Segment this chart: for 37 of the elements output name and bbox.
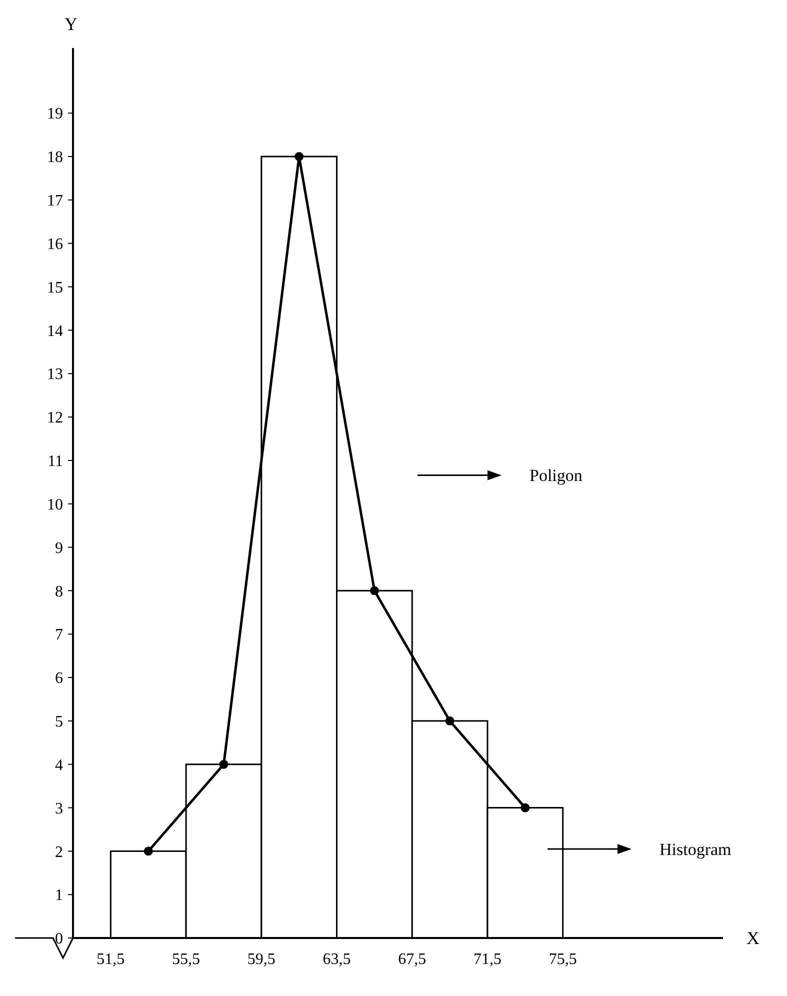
y-axis-title: Y xyxy=(64,14,78,34)
x-tick-label: 67,5 xyxy=(398,951,426,968)
y-tick-label: 4 xyxy=(55,756,63,774)
y-tick-label: 8 xyxy=(55,583,63,600)
y-tick-label: 7 xyxy=(55,626,63,644)
x-tick-label: 51,5 xyxy=(96,951,125,968)
y-tick-label: 1 xyxy=(55,887,63,904)
y-tick-label: 3 xyxy=(55,800,63,818)
x-tick-label: 63,5 xyxy=(322,951,351,968)
y-tick-label: 18 xyxy=(47,149,63,166)
annotation: Histogram xyxy=(660,840,732,859)
y-tick-label: 2 xyxy=(55,844,63,861)
point xyxy=(445,716,454,726)
x-tick-label: 71,5 xyxy=(473,951,502,968)
y-tick-label: 5 xyxy=(55,714,63,731)
y-tick-label: 15 xyxy=(47,279,63,296)
y-tick-label: 16 xyxy=(47,236,63,253)
y-tick-label: 11 xyxy=(48,453,63,470)
x-axis-title: X xyxy=(746,928,760,948)
y-tick-label: 12 xyxy=(47,410,63,427)
point xyxy=(219,760,228,769)
x-tick-label: 55,5 xyxy=(172,951,200,968)
y-tick-label: 19 xyxy=(47,106,63,123)
y-tick-label: 13 xyxy=(47,366,63,384)
x-tick-label: 59,5 xyxy=(247,951,276,968)
y-tick-label: 10 xyxy=(47,496,63,514)
y-tick-label: 14 xyxy=(47,322,63,340)
y-tick-label: 0 xyxy=(55,930,63,948)
y-tick-label: 17 xyxy=(47,192,63,210)
point xyxy=(370,586,379,596)
point xyxy=(144,846,153,856)
annotation: Poligon xyxy=(530,466,583,486)
point xyxy=(520,803,530,812)
point xyxy=(294,152,304,162)
y-tick-label: 9 xyxy=(55,540,63,557)
y-tick-label: 6 xyxy=(55,670,63,688)
x-tick-label: 75,5 xyxy=(548,951,577,968)
